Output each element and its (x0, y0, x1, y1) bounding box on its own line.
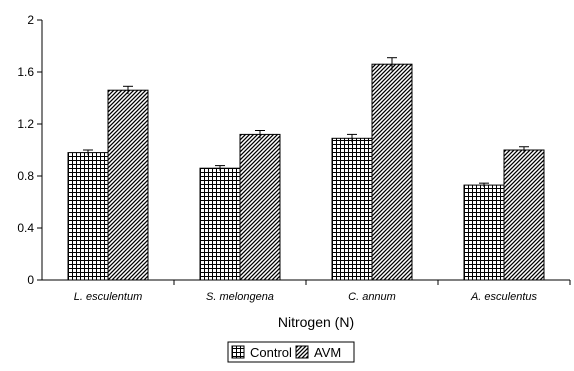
x-category-label: A. esculentus (470, 291, 538, 303)
legend-label-control: Control (250, 345, 292, 360)
legend: Control AVM (228, 342, 354, 362)
x-category-label: L. esculentum (74, 291, 142, 303)
bars (68, 58, 544, 280)
legend-swatch-control (232, 346, 244, 358)
bar-control-0 (68, 153, 108, 280)
bar-avm-2 (372, 64, 412, 280)
y-tick-label: 0.8 (17, 169, 34, 183)
bar-avm-1 (240, 134, 280, 280)
x-category-label: C. annum (348, 291, 396, 303)
legend-swatch-avm (296, 346, 308, 358)
y-tick-label: 2 (27, 13, 34, 27)
y-tick-label: 1.6 (17, 65, 34, 79)
bar-control-2 (332, 138, 372, 280)
x-category-label: S. melongena (206, 291, 274, 303)
x-axis-category-labels: L. esculentum S. melongena C. annum A. escu… (74, 280, 570, 303)
bar-control-1 (200, 168, 240, 280)
legend-label-avm: AVM (314, 345, 341, 360)
x-axis-title: Nitrogen (N) (278, 314, 354, 330)
bar-avm-3 (504, 150, 544, 280)
y-tick-label: 0 (27, 273, 34, 287)
y-tick-label: 1.2 (17, 117, 34, 131)
y-axis-ticks: 0 0.4 0.8 1.2 1.6 2 (17, 13, 42, 287)
y-tick-label: 0.4 (17, 221, 34, 235)
bar-control-3 (464, 185, 504, 280)
bar-avm-0 (108, 90, 148, 280)
